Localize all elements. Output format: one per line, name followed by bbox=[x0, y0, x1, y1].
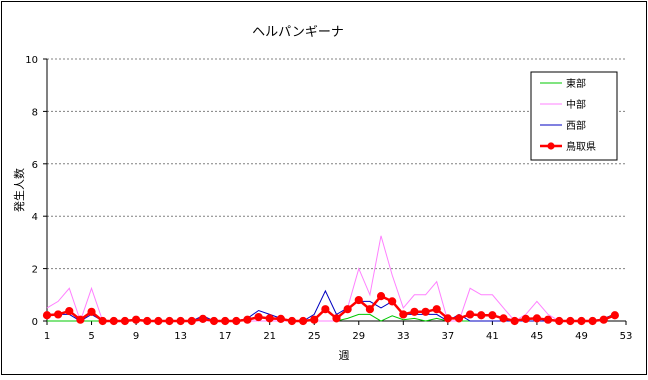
x-axis-label: 週 bbox=[339, 349, 350, 362]
data-point bbox=[131, 315, 141, 324]
legend-label: 東部 bbox=[566, 77, 586, 90]
data-point bbox=[176, 316, 185, 326]
plot-layer: 0 2 4 6 8 10 1 5 9 13 17 21 25 29 33 37 41 45 49 53 発生人数 bbox=[12, 55, 632, 342]
data-point bbox=[454, 314, 464, 323]
data-point bbox=[54, 310, 63, 319]
x-tick-label: 9 bbox=[133, 331, 139, 342]
data-point bbox=[577, 316, 586, 326]
data-point bbox=[399, 310, 408, 319]
x-tick-label: 13 bbox=[174, 331, 187, 342]
data-point bbox=[343, 305, 352, 314]
data-point bbox=[443, 314, 452, 323]
data-point bbox=[499, 314, 508, 323]
y-tick-label: 8 bbox=[32, 107, 38, 118]
data-point bbox=[76, 315, 85, 324]
data-point bbox=[432, 305, 441, 314]
data-point bbox=[143, 316, 152, 326]
data-point bbox=[154, 316, 163, 326]
x-tick-label: 53 bbox=[620, 331, 633, 342]
data-point bbox=[187, 316, 196, 326]
data-point bbox=[265, 314, 274, 323]
data-point bbox=[221, 316, 230, 326]
y-axis-label: 発生人数 bbox=[12, 168, 26, 212]
data-point bbox=[466, 310, 475, 319]
y-tick-label: 6 bbox=[32, 160, 38, 171]
data-point bbox=[298, 316, 308, 326]
data-point bbox=[209, 316, 219, 326]
data-point bbox=[543, 315, 553, 324]
chart-title: ヘルパンギーナ bbox=[252, 25, 344, 40]
data-point bbox=[376, 292, 386, 301]
data-point bbox=[388, 297, 397, 306]
data-point bbox=[243, 315, 252, 324]
x-tick-label: 37 bbox=[441, 331, 454, 342]
data-point bbox=[566, 316, 575, 326]
data-point bbox=[332, 314, 341, 323]
data-point bbox=[532, 314, 542, 323]
x-tick-label: 45 bbox=[531, 331, 544, 342]
data-point bbox=[488, 311, 497, 320]
y-tick-label: 2 bbox=[32, 265, 38, 276]
x-tick-label: 5 bbox=[88, 331, 94, 342]
data-point bbox=[599, 315, 608, 324]
data-point bbox=[410, 307, 419, 316]
data-point bbox=[198, 314, 207, 324]
data-point bbox=[287, 316, 297, 326]
legend-label: 中部 bbox=[566, 98, 586, 111]
plot-area bbox=[47, 59, 626, 321]
data-point bbox=[120, 316, 130, 326]
series-line-4 bbox=[46, 294, 616, 323]
x-tick-label: 29 bbox=[352, 331, 365, 342]
data-point bbox=[87, 307, 96, 316]
data-point bbox=[165, 316, 174, 326]
data-point bbox=[365, 305, 375, 314]
data-point bbox=[98, 316, 107, 326]
data-point bbox=[477, 311, 486, 320]
data-point bbox=[254, 312, 263, 322]
data-point bbox=[610, 311, 619, 320]
data-point bbox=[109, 316, 118, 326]
data-point bbox=[521, 314, 530, 324]
x-tick-label: 25 bbox=[308, 331, 321, 342]
data-point bbox=[421, 307, 430, 316]
x-tick-label: 17 bbox=[219, 331, 232, 342]
data-point bbox=[276, 314, 285, 324]
y-tick-label: 10 bbox=[25, 55, 38, 66]
data-point bbox=[310, 315, 319, 324]
data-point bbox=[588, 316, 597, 326]
x-tick-label: 33 bbox=[397, 331, 410, 342]
data-point bbox=[65, 306, 74, 316]
data-point bbox=[321, 305, 330, 314]
data-point bbox=[354, 295, 363, 305]
x-tick-label: 1 bbox=[44, 331, 50, 342]
legend-marker bbox=[547, 142, 555, 150]
y-tick-label: 4 bbox=[32, 212, 38, 223]
data-point bbox=[42, 311, 52, 320]
x-tick-label: 21 bbox=[263, 331, 276, 342]
legend-label: 西部 bbox=[566, 119, 586, 132]
y-tick-label: 0 bbox=[32, 317, 38, 328]
data-point bbox=[232, 316, 241, 326]
x-tick-label: 41 bbox=[486, 331, 499, 342]
x-tick-label: 49 bbox=[575, 331, 588, 342]
data-point bbox=[510, 316, 519, 326]
legend-label: 鳥取県 bbox=[566, 140, 596, 153]
data-point bbox=[555, 316, 564, 326]
